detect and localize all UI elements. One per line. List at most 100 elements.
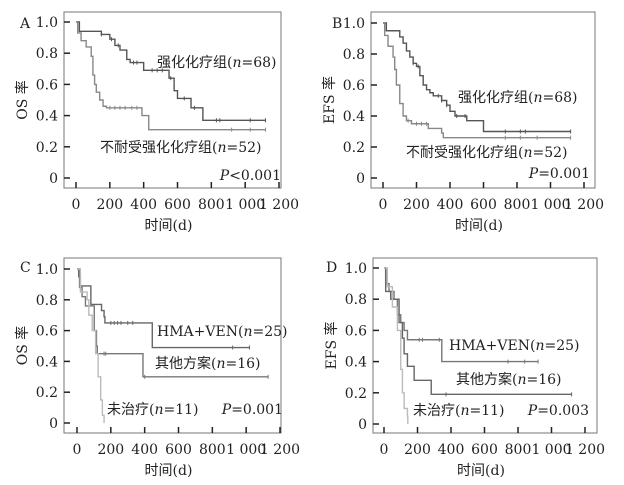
series-label: 强化化疗组(n=68) <box>458 90 578 106</box>
series-label: 其他方案(n=16) <box>155 355 261 372</box>
series-name: 不耐受强化化疗组( <box>100 140 217 156</box>
x-tick-label: 800 <box>505 442 532 458</box>
y-tick-label: 0.6 <box>36 77 58 93</box>
x-tick-label: 200 <box>404 442 431 458</box>
x-tick-label: 1 200 <box>564 197 604 213</box>
p-symbol: P <box>221 402 232 418</box>
series-n-value: =25) <box>252 324 287 340</box>
y-tick-label: 0.2 <box>345 386 367 402</box>
y-axis-label: OS 率 <box>14 80 31 120</box>
x-axis-label: 时间(d) <box>145 463 193 479</box>
y-axis-label: OS 率 <box>14 326 31 366</box>
y-tick-label: 0.8 <box>345 292 367 308</box>
panel-letter: D <box>326 260 337 276</box>
series-name: 未治疗( <box>107 402 154 418</box>
x-tick-label: 1 200 <box>260 442 300 458</box>
y-axis-label: EFS 率 <box>321 76 338 124</box>
series-label: 其他方案(n=16) <box>456 371 562 388</box>
series-label: HMA+VEN(n=25) <box>449 338 579 354</box>
x-tick-label: 1 000 <box>531 442 571 458</box>
x-tick-label: 200 <box>96 197 123 213</box>
x-tick-label: 200 <box>97 442 124 458</box>
y-tick-label: 0 <box>49 416 58 432</box>
series-name: 其他方案( <box>155 355 216 372</box>
series-n-value: =52) <box>227 140 262 156</box>
y-tick-label: 0.6 <box>36 324 58 340</box>
y-tick-label: 1.0 <box>345 261 367 277</box>
series-name: HMA+VEN( <box>157 324 243 340</box>
survival-curve <box>384 267 572 396</box>
p-number: <0.001 <box>229 168 281 184</box>
p-symbol: P <box>528 166 539 182</box>
x-tick-label: 600 <box>471 442 498 458</box>
x-tick-label: 1 200 <box>259 197 299 213</box>
survival-curve <box>383 22 571 139</box>
panel-letter: B <box>332 16 342 32</box>
x-tick-label: 400 <box>437 197 464 213</box>
x-tick-label: 1 000 <box>225 197 265 213</box>
y-tick-label: 0 <box>358 417 367 433</box>
x-tick-label: 1 000 <box>226 442 266 458</box>
y-tick-label: 1.0 <box>36 262 58 278</box>
series-n-symbol: n <box>533 90 542 106</box>
y-tick-label: 0.4 <box>345 355 367 371</box>
series-label: HMA+VEN(n=25) <box>157 324 287 340</box>
x-tick-label: 0 <box>73 442 82 458</box>
x-tick-label: 400 <box>131 442 158 458</box>
series-label: 强化化疗组(n=68) <box>157 55 277 71</box>
series-n-symbol: n <box>460 403 469 419</box>
p-symbol: P <box>219 168 230 184</box>
y-tick-label: 0.2 <box>36 140 58 156</box>
series-n-value: =11) <box>470 403 505 419</box>
y-tick-label: 0.6 <box>343 78 365 94</box>
y-tick-label: 0.4 <box>343 109 365 125</box>
series-n-value: =11) <box>164 402 199 418</box>
series-name: 不耐受强化化疗组( <box>406 145 523 161</box>
series-label: 不耐受强化化疗组(n=52) <box>100 140 262 156</box>
series-n-value: =16) <box>527 372 562 388</box>
p-value: P<0.001 <box>219 168 281 184</box>
y-tick-label: 0.8 <box>36 46 58 62</box>
survival-curve <box>384 267 409 424</box>
x-tick-label: 600 <box>165 442 192 458</box>
survival-curve <box>76 21 266 121</box>
p-number: =0.003 <box>537 403 589 419</box>
series-n-value: =25) <box>544 338 579 354</box>
x-tick-label: 600 <box>164 197 191 213</box>
x-tick-label: 0 <box>379 197 388 213</box>
survival-curve <box>77 268 269 378</box>
series-n-symbol: n <box>517 372 526 388</box>
y-tick-label: 0 <box>49 171 58 187</box>
series-n-value: =16) <box>226 356 261 372</box>
x-axis-label: 时间(d) <box>455 218 503 234</box>
y-tick-label: 0.2 <box>36 385 58 401</box>
survival-curve <box>77 268 105 423</box>
x-tick-label: 1 000 <box>530 197 570 213</box>
y-tick-label: 1.0 <box>343 16 365 32</box>
y-tick-label: 0.8 <box>343 47 365 63</box>
y-tick-label: 0.4 <box>36 354 58 370</box>
panel-letter: A <box>19 16 31 32</box>
p-number: =0.001 <box>231 402 283 418</box>
y-tick-label: 0 <box>356 171 365 187</box>
series-label: 未治疗(n=11) <box>413 403 505 419</box>
x-tick-label: 400 <box>130 197 157 213</box>
y-tick-label: 0.2 <box>343 140 365 156</box>
x-axis-label: 时间(d) <box>145 218 193 234</box>
series-name: 未治疗( <box>413 403 460 419</box>
plot-frame <box>63 11 282 189</box>
plot-frame <box>63 257 282 434</box>
series-label: 未治疗(n=11) <box>107 402 199 418</box>
series-n-value: =52) <box>533 145 568 161</box>
series-n-symbol: n <box>535 338 544 354</box>
x-tick-label: 800 <box>504 197 531 213</box>
p-number: =0.001 <box>538 166 590 182</box>
x-tick-label: 800 <box>199 442 226 458</box>
series-n-symbol: n <box>154 402 163 418</box>
y-tick-label: 1.0 <box>36 15 58 31</box>
y-tick-label: 0.6 <box>345 323 367 339</box>
series-name: HMA+VEN( <box>449 338 535 354</box>
survival-curve <box>76 21 266 131</box>
